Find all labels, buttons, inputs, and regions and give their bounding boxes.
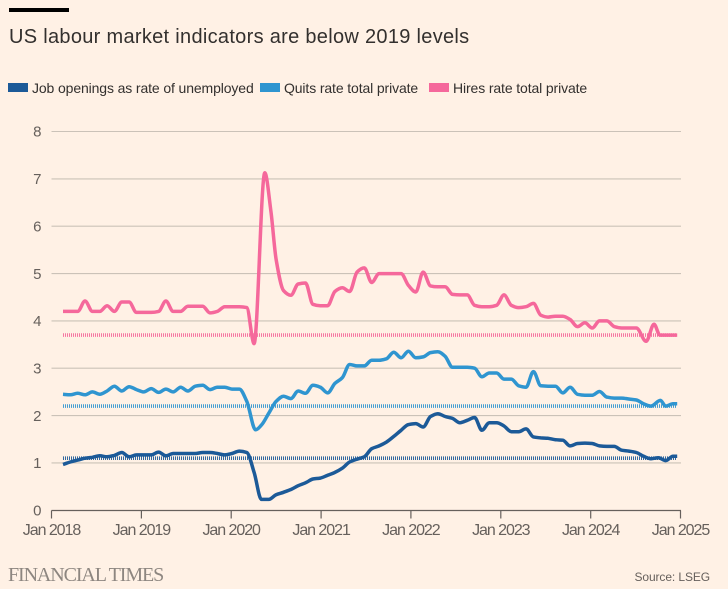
- svg-text:3: 3: [33, 360, 41, 377]
- svg-text:2: 2: [33, 408, 41, 425]
- svg-text:8: 8: [33, 124, 41, 141]
- svg-text:Jan 2019: Jan 2019: [113, 522, 172, 539]
- svg-text:Jan 2021: Jan 2021: [292, 522, 351, 539]
- svg-text:1: 1: [33, 455, 41, 472]
- svg-text:Jan 2025: Jan 2025: [652, 522, 711, 539]
- svg-text:Jan 2024: Jan 2024: [562, 522, 621, 539]
- svg-text:5: 5: [33, 266, 41, 283]
- svg-text:0: 0: [33, 503, 41, 520]
- svg-text:Jan 2020: Jan 2020: [202, 522, 261, 539]
- svg-text:Jan 2022: Jan 2022: [382, 522, 441, 539]
- svg-text:6: 6: [33, 218, 41, 235]
- svg-text:4: 4: [33, 313, 41, 330]
- svg-text:Jan 2023: Jan 2023: [472, 522, 531, 539]
- svg-text:7: 7: [33, 171, 41, 188]
- svg-text:Jan 2018: Jan 2018: [23, 522, 82, 539]
